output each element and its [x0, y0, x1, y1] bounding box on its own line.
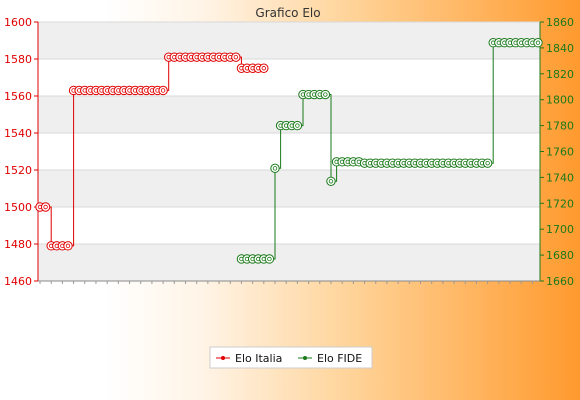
y-right-tick-label: 1840 [546, 42, 574, 55]
data-point-elo-fide [320, 89, 331, 100]
legend-marker-elo-italia [221, 356, 225, 360]
data-point-elo-italia [63, 241, 73, 251]
y-left-tick-label: 1480 [4, 238, 32, 251]
data-point-elo-italia [40, 202, 51, 212]
data-point-inner-elo-fide [323, 92, 328, 97]
legend-marker-elo-fide [303, 356, 307, 360]
plot-area [38, 22, 540, 281]
data-point-elo-fide [326, 176, 336, 186]
y-right-tick-label: 1680 [546, 249, 574, 262]
data-point-elo-italia [158, 85, 168, 96]
data-point-inner-elo-italia [65, 243, 71, 249]
y-right-tick-label: 1700 [546, 223, 574, 236]
data-point-inner-elo-italia [233, 54, 239, 60]
data-point-inner-elo-italia [43, 204, 48, 210]
data-point-elo-fide [482, 158, 493, 168]
legend-box [209, 346, 373, 369]
y-left-tick-label: 1540 [4, 127, 32, 140]
data-point-inner-elo-fide [535, 40, 541, 45]
y-axis-left: 1460 1480 1500 1520 1540 1560 1580 1600 [4, 16, 39, 288]
y-right-tick-label: 1740 [546, 171, 574, 184]
legend-label-elo-italia: Elo Italia [235, 352, 282, 365]
y-right-tick-label: 1820 [546, 68, 574, 81]
data-point-inner-elo-fide [328, 179, 334, 184]
data-point-inner-elo-fide [485, 160, 490, 166]
y-right-tick-label: 1860 [546, 16, 574, 29]
data-point-elo-fide [270, 163, 280, 174]
data-point-inner-elo-fide [272, 166, 278, 171]
y-left-tick-label: 1460 [4, 275, 32, 288]
x-axis [38, 280, 540, 284]
y-right-tick-label: 1760 [546, 146, 574, 159]
legend: Elo Italia Elo FIDE [209, 346, 373, 369]
data-point-inner-elo-fide [295, 123, 300, 128]
data-point-inner-elo-italia [160, 88, 166, 93]
data-point-elo-italia [259, 63, 269, 73]
data-point-elo-fide [292, 120, 303, 131]
legend-label-elo-fide: Elo FIDE [317, 352, 362, 365]
grid-band [38, 22, 540, 59]
data-point-inner-elo-italia [261, 66, 267, 71]
y-left-tick-label: 1560 [4, 90, 32, 103]
y-right-tick-label: 1800 [546, 94, 574, 107]
y-right-tick-label: 1660 [546, 275, 574, 288]
grid-band [38, 244, 540, 281]
data-point-elo-fide [533, 38, 543, 48]
y-left-tick-label: 1500 [4, 201, 32, 214]
y-left-tick-label: 1600 [4, 16, 32, 29]
data-point-elo-italia [231, 52, 241, 62]
plot-background [38, 22, 540, 281]
grid-band [38, 170, 540, 207]
y-right-tick-label: 1720 [546, 197, 574, 210]
series-group [35, 38, 543, 264]
y-right-tick-label: 1780 [546, 120, 574, 133]
chart-title: Grafico Elo [255, 6, 320, 20]
y-left-tick-label: 1580 [4, 53, 32, 66]
data-point-inner-elo-fide [267, 256, 272, 262]
y-left-tick-label: 1520 [4, 164, 32, 177]
data-point-elo-fide [264, 254, 275, 264]
y-axis-right: 1660 1680 1700 1720 1740 1760 1780 1800 1820 1840… [539, 16, 574, 288]
